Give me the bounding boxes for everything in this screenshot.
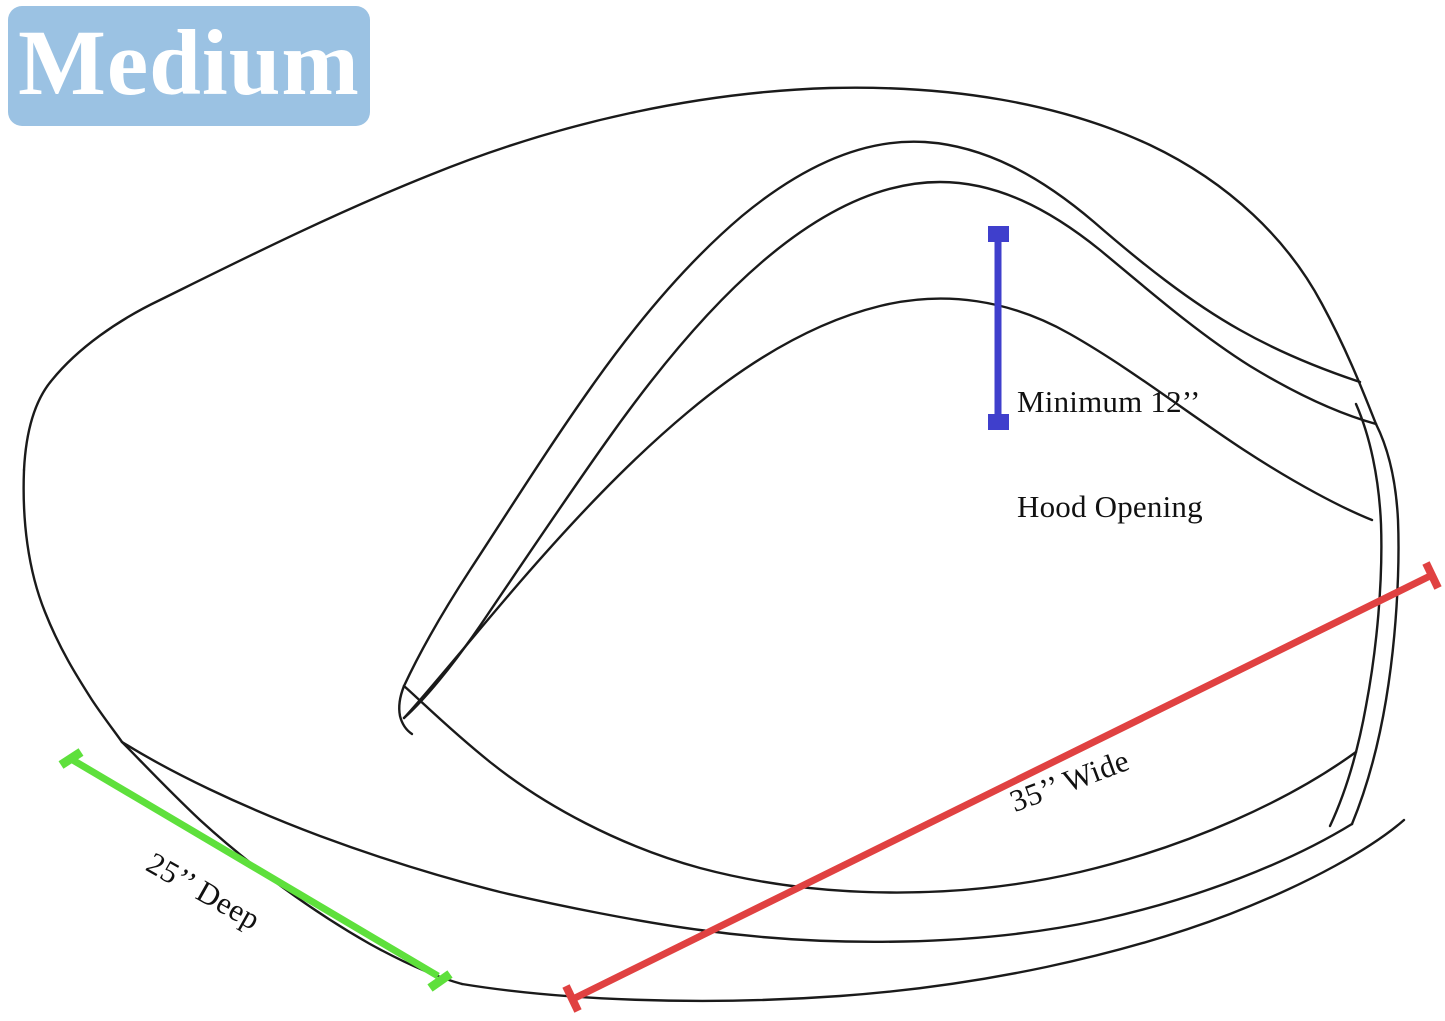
box-nose-notch-fold [398,684,414,736]
hood-opening-cap-bottom [988,414,1009,430]
box-bottom-outer-contour [460,818,1406,1003]
size-badge: Medium [8,6,370,126]
width-dimension-line [562,561,1442,1013]
box-front-left-edge [22,468,124,744]
lid-seam-upper [402,140,1362,688]
box-right-rear-outer [1350,422,1400,826]
width-cap-left [562,984,582,1013]
depth-line-stem [69,755,440,980]
cargo-box-outline [22,86,1406,1003]
hood-opening-dimension-line [988,226,1009,430]
hood-opening-label: Minimum 12’’ Hood Opening [1017,316,1203,594]
hood-opening-label-line2: Hood Opening [1017,488,1203,524]
depth-dimension-line [58,748,453,992]
lid-seam-inner-arc [402,297,1374,720]
hood-opening-label-line1: Minimum 12’’ [1017,384,1201,420]
box-side-top-edge [402,684,1358,894]
depth-cap-bottom [427,970,453,992]
width-cap-right [1422,561,1442,590]
depth-cap-top [58,748,84,769]
size-badge-label: Medium [18,11,360,115]
width-line-stem [573,572,1432,1002]
lid-seam-middle [402,180,1378,720]
hood-opening-cap-top [988,226,1009,242]
box-right-rear-inner [1328,402,1383,828]
box-front-bottom-seam [120,740,1354,944]
box-top-silhouette [22,86,1378,472]
